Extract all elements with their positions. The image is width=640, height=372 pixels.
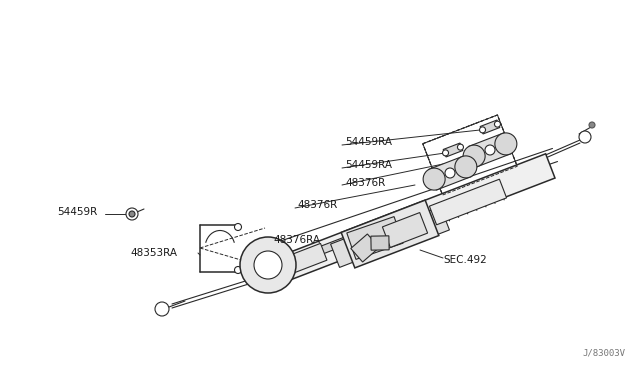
- Circle shape: [423, 168, 445, 190]
- Text: 48376R: 48376R: [345, 178, 385, 188]
- Text: 48376R: 48376R: [297, 200, 337, 210]
- Polygon shape: [429, 179, 507, 225]
- Circle shape: [129, 211, 135, 217]
- Circle shape: [463, 145, 485, 167]
- Circle shape: [495, 133, 517, 155]
- Polygon shape: [341, 200, 439, 268]
- Text: 54459RA: 54459RA: [345, 137, 392, 147]
- Circle shape: [126, 208, 138, 220]
- Polygon shape: [351, 234, 380, 262]
- Polygon shape: [331, 232, 369, 267]
- Polygon shape: [275, 154, 555, 282]
- Text: SEC.492: SEC.492: [443, 255, 487, 265]
- Circle shape: [485, 145, 495, 155]
- Circle shape: [155, 302, 169, 316]
- Text: 48376RA: 48376RA: [273, 235, 320, 245]
- Circle shape: [455, 156, 477, 178]
- Circle shape: [458, 144, 463, 150]
- Circle shape: [495, 121, 500, 127]
- Circle shape: [579, 131, 591, 143]
- Polygon shape: [382, 212, 428, 247]
- Polygon shape: [257, 243, 327, 285]
- Circle shape: [240, 237, 296, 293]
- Polygon shape: [428, 156, 472, 190]
- Polygon shape: [443, 143, 463, 157]
- Text: 54459R: 54459R: [57, 207, 97, 217]
- Polygon shape: [259, 212, 411, 278]
- Polygon shape: [468, 133, 512, 167]
- Circle shape: [234, 266, 241, 273]
- Text: 54459RA: 54459RA: [345, 160, 392, 170]
- Circle shape: [442, 150, 449, 156]
- Circle shape: [479, 127, 486, 133]
- Circle shape: [254, 251, 282, 279]
- Polygon shape: [411, 206, 449, 241]
- Text: 48353RA: 48353RA: [130, 248, 177, 258]
- Polygon shape: [480, 120, 500, 134]
- Circle shape: [234, 224, 241, 231]
- Polygon shape: [371, 236, 389, 250]
- Polygon shape: [347, 217, 403, 259]
- Circle shape: [445, 168, 455, 178]
- Text: J/83003V: J/83003V: [582, 349, 625, 358]
- Circle shape: [589, 122, 595, 128]
